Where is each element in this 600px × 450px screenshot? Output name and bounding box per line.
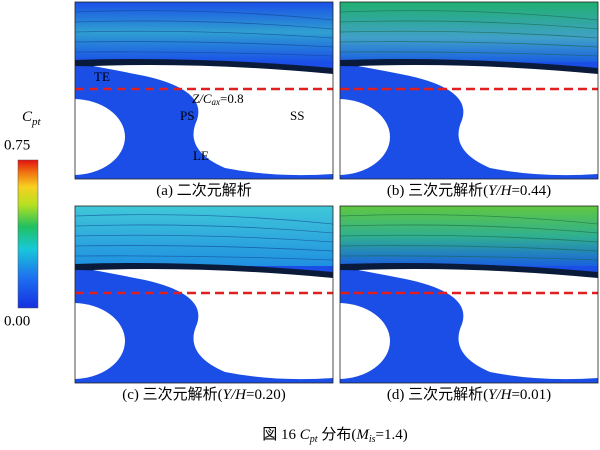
panel-caption: (b) 三次元解析(Y/H=0.44) <box>387 182 551 199</box>
panel-caption: (c) 三次元解析(Y/H=0.20) <box>122 386 285 403</box>
contour-panel <box>21 206 333 383</box>
figure: Cpt 0.75 0.00 (a) 二次元解析(b) 三次元解析(Y/H=0.4… <box>0 0 600 450</box>
panel-caption: (a) 二次元解析 <box>156 182 251 199</box>
caption-part: (b) 三次元解析( <box>387 182 488 199</box>
annotation: LE <box>193 148 209 163</box>
caption-part: (c) 三次元解析( <box>122 386 222 403</box>
panel-caption: (d) 三次元解析(Y/H=0.01) <box>387 386 551 403</box>
annotation: SS <box>290 108 304 123</box>
figure-caption: 図 16 Cpt 分布(Mis=1.4) <box>262 426 407 445</box>
caption-part: =0.44) <box>511 183 551 199</box>
colorbar-max: 0.75 <box>4 137 30 153</box>
colorbar-min: 0.00 <box>4 313 30 329</box>
caption-part: Y/H <box>488 387 513 403</box>
caption-part: =0.01) <box>511 387 551 403</box>
caption-part: =0.20) <box>246 387 286 403</box>
caption-part: Y/H <box>223 387 248 403</box>
caption-part: Y/H <box>488 183 513 199</box>
page: {"colorbar":{"label":"C","label_sub":"pt… <box>0 0 600 450</box>
colorbar <box>18 160 38 308</box>
contour-panel <box>21 2 333 179</box>
annotation: PS <box>180 108 194 123</box>
caption-part: (a) 二次元解析 <box>156 182 251 199</box>
annotation: TE <box>94 69 110 84</box>
caption-part: (d) 三次元解析( <box>387 386 488 403</box>
colorbar-label: Cpt <box>22 109 42 127</box>
